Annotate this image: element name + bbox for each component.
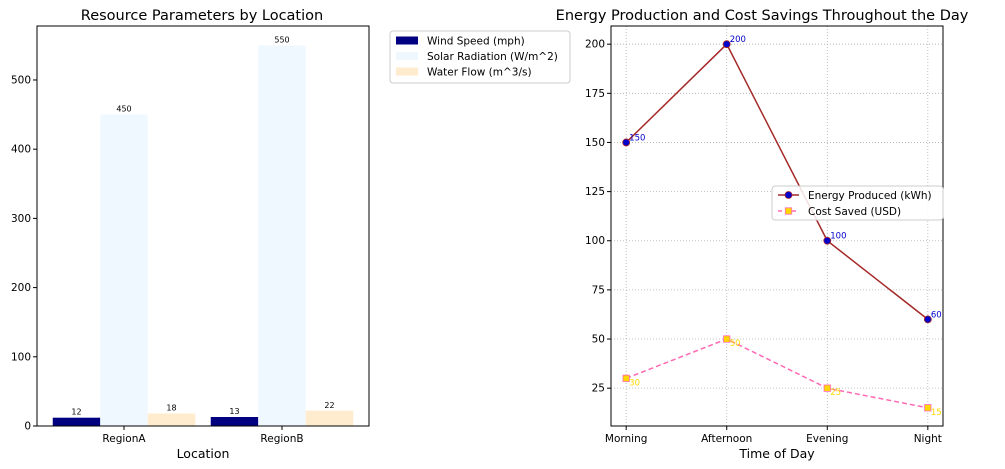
point-data-label: 30 <box>629 378 640 388</box>
bar-plot-frame <box>36 25 370 427</box>
bar-data-label: 450 <box>116 105 131 114</box>
line-legend: Energy Produced (kWh) Cost Saved (USD) <box>771 185 944 221</box>
point-data-label: 60 <box>931 310 942 320</box>
bar-chart: Resource Parameters by Location 12 450 18 R… <box>11 8 370 461</box>
data-point <box>722 40 731 49</box>
bar-data-label: 12 <box>71 408 81 417</box>
data-point <box>924 404 932 412</box>
y-tick-label: 100 <box>585 235 605 247</box>
legend-label: Energy Produced (kWh) <box>808 190 932 202</box>
bar-legend-frame <box>389 30 571 84</box>
bar-data-label: 22 <box>324 401 334 410</box>
x-tick-label: RegionA <box>102 433 146 445</box>
legend-swatch <box>396 67 418 76</box>
y-tick-label: 500 <box>11 74 31 86</box>
y-tick-label: 300 <box>11 213 31 225</box>
bar <box>258 45 306 426</box>
bar-x-axis-label: Location <box>177 446 230 461</box>
bar <box>52 417 101 426</box>
data-point <box>723 335 731 343</box>
legend-swatch <box>396 52 418 60</box>
legend-label: Wind Speed (mph) <box>427 36 525 48</box>
legend-label: Solar Radiation (W/m^2) <box>427 51 558 63</box>
legend-label: Cost Saved (USD) <box>808 206 901 218</box>
bar <box>147 413 196 426</box>
data-point <box>823 236 832 245</box>
bar-legend: Wind Speed (mph) Solar Radiation (W/m^2) W… <box>389 30 571 84</box>
series-line <box>625 338 928 409</box>
y-tick-label: 175 <box>585 88 605 100</box>
point-data-label: 25 <box>830 388 841 398</box>
y-tick-label: 400 <box>11 144 31 156</box>
y-tick-label: 200 <box>11 282 31 294</box>
y-tick-label: 75 <box>592 284 605 296</box>
x-tick-label: Night <box>914 433 942 445</box>
bar <box>305 410 354 426</box>
point-data-label: 200 <box>730 35 746 45</box>
bar-plot-area: 12 450 18 RegionA 13 550 22 RegionB 0 100 200 300 40… <box>11 35 354 445</box>
bar <box>100 114 148 427</box>
point-data-label: 50 <box>730 339 741 349</box>
y-tick-label: 100 <box>11 351 31 363</box>
line-x-axis-label: Time of Day <box>738 446 815 461</box>
bar-data-label: 550 <box>274 35 289 44</box>
y-tick-label: 0 <box>24 421 31 433</box>
bar <box>210 417 259 426</box>
x-tick-label: Morning <box>605 433 648 445</box>
data-point <box>622 374 630 382</box>
y-tick-label: 150 <box>585 137 605 149</box>
y-tick-label: 125 <box>585 186 605 198</box>
data-point <box>923 315 932 324</box>
y-tick-label: 50 <box>592 334 605 346</box>
legend-swatch <box>396 36 418 45</box>
data-point <box>823 384 831 392</box>
bar-data-label: 13 <box>229 407 239 416</box>
bar-data-label: 18 <box>166 404 176 413</box>
line-plot-area: Morning Afternoon Evening Night 25 50 75 100 125… <box>585 35 942 445</box>
legend-marker <box>784 207 793 215</box>
legend-marker <box>784 191 793 199</box>
y-tick-label: 200 <box>585 39 605 51</box>
line-legend-frame <box>771 185 944 221</box>
line-chart: Energy Production and Cost Savings Throu… <box>556 8 969 461</box>
legend-label: Water Flow (m^3/s) <box>427 67 532 79</box>
x-tick-label: Afternoon <box>701 433 752 445</box>
series-line <box>625 42 929 320</box>
x-tick-label: Evening <box>806 433 848 445</box>
line-grid <box>611 26 943 426</box>
line-chart-title: Energy Production and Cost Savings Throu… <box>556 8 969 24</box>
point-data-label: 150 <box>629 133 645 143</box>
y-tick-label: 25 <box>592 383 605 395</box>
line-plot-frame <box>610 25 944 427</box>
point-data-label: 15 <box>931 408 942 418</box>
point-data-label: 100 <box>830 232 846 242</box>
x-tick-label: RegionB <box>260 433 303 445</box>
data-point <box>622 138 631 147</box>
bar-chart-title: Resource Parameters by Location <box>81 8 323 24</box>
